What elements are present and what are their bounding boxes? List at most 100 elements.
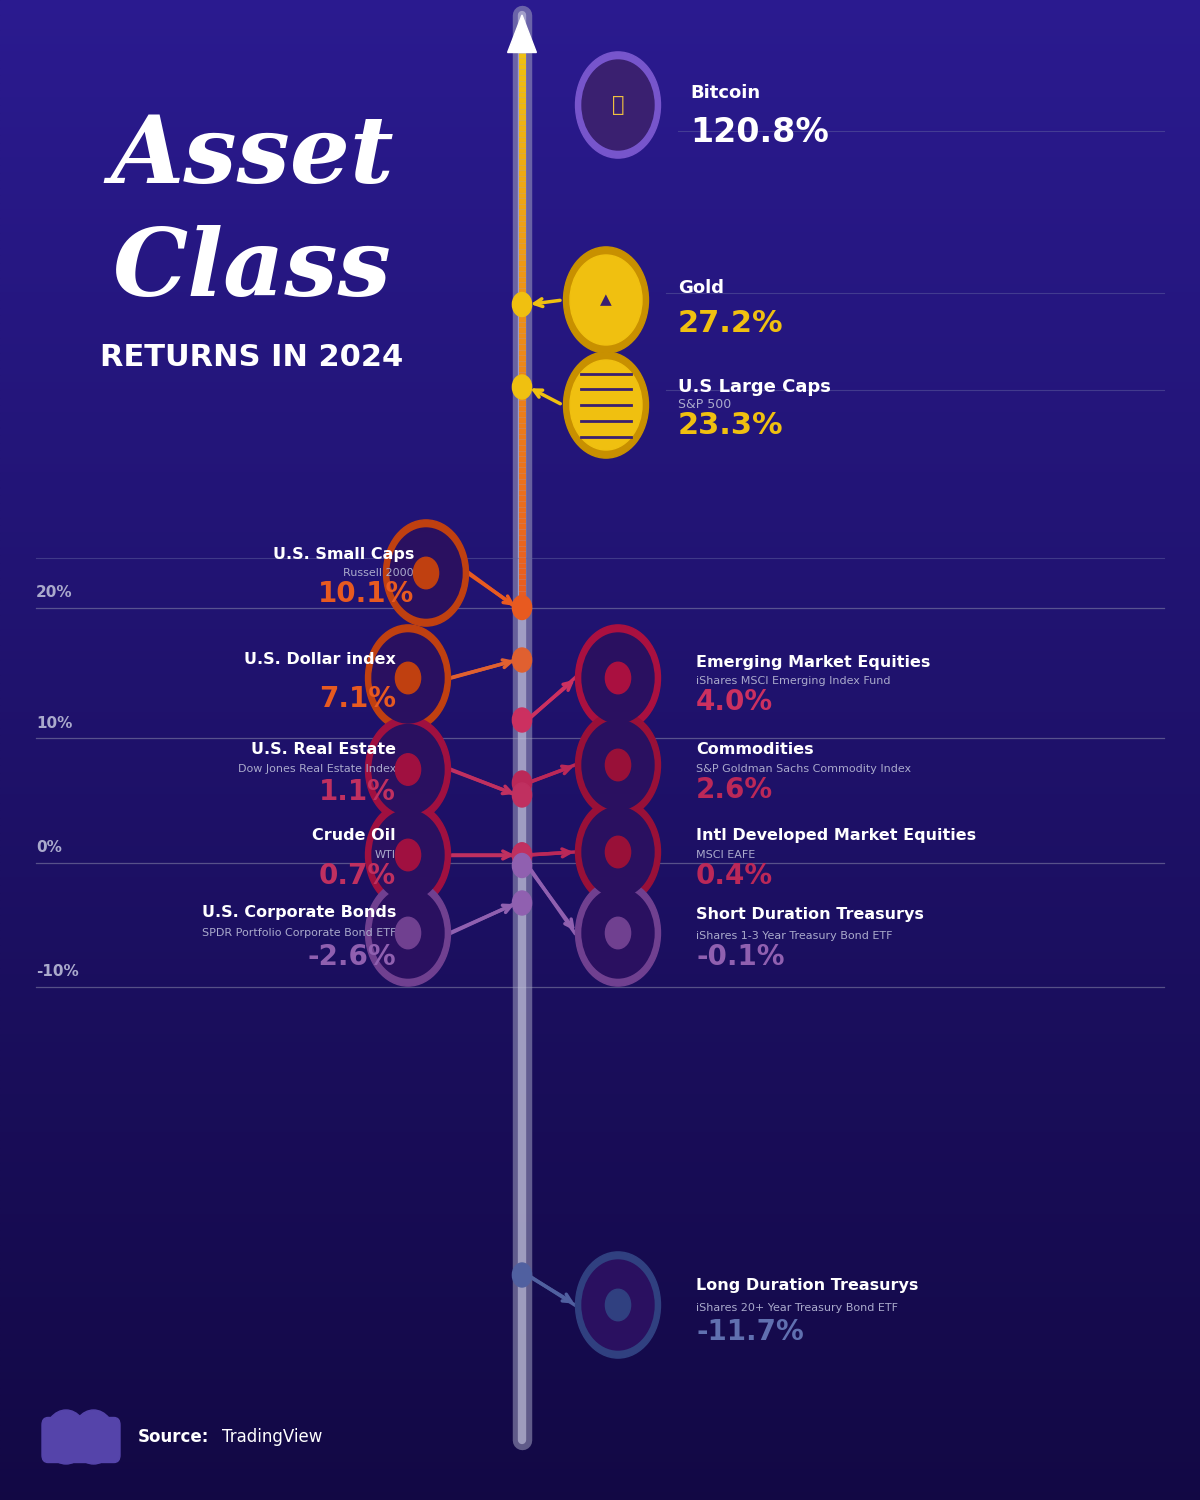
Bar: [0, 382, 1200, 390]
Bar: [0, 8, 1200, 15]
Bar: [0, 1050, 1200, 1058]
Bar: [0, 165, 1200, 172]
Text: iShares 20+ Year Treasury Bond ETF: iShares 20+ Year Treasury Bond ETF: [696, 1304, 898, 1312]
Bar: [0, 1245, 1200, 1252]
Bar: [0, 135, 1200, 142]
Bar: [0, 398, 1200, 405]
Bar: [0, 495, 1200, 502]
Circle shape: [576, 53, 660, 158]
Bar: [0, 548, 1200, 555]
Bar: [0, 885, 1200, 892]
Bar: [0, 855, 1200, 862]
Text: 7.1%: 7.1%: [319, 686, 396, 712]
Bar: [0, 202, 1200, 210]
Circle shape: [582, 888, 654, 978]
Text: -0.1%: -0.1%: [696, 944, 785, 970]
Bar: [0, 1485, 1200, 1492]
Bar: [0, 878, 1200, 885]
Bar: [0, 225, 1200, 232]
Bar: [0, 1418, 1200, 1425]
Bar: [0, 630, 1200, 638]
Bar: [0, 968, 1200, 975]
Bar: [0, 652, 1200, 660]
Bar: [0, 682, 1200, 690]
Text: MSCI EAFE: MSCI EAFE: [696, 850, 755, 859]
Circle shape: [576, 712, 660, 818]
Polygon shape: [508, 15, 536, 52]
Bar: [0, 712, 1200, 720]
Bar: [0, 555, 1200, 562]
Circle shape: [512, 853, 532, 877]
Bar: [0, 1155, 1200, 1162]
Circle shape: [512, 891, 532, 915]
Circle shape: [564, 352, 648, 458]
Text: U.S. Dollar index: U.S. Dollar index: [244, 652, 396, 668]
Text: 2.6%: 2.6%: [696, 777, 773, 804]
Bar: [0, 990, 1200, 998]
Bar: [0, 112, 1200, 120]
FancyBboxPatch shape: [42, 1418, 120, 1462]
Bar: [0, 1065, 1200, 1072]
Text: 10.1%: 10.1%: [318, 580, 414, 608]
Text: U.S. Small Caps: U.S. Small Caps: [272, 548, 414, 562]
Bar: [0, 945, 1200, 952]
Bar: [0, 818, 1200, 825]
Bar: [0, 720, 1200, 728]
Text: Crude Oil: Crude Oil: [312, 828, 396, 843]
Bar: [0, 405, 1200, 412]
Bar: [0, 795, 1200, 802]
Bar: [0, 698, 1200, 705]
Text: Class: Class: [113, 225, 391, 315]
Bar: [0, 562, 1200, 570]
Circle shape: [366, 717, 450, 822]
Bar: [0, 1335, 1200, 1342]
Bar: [0, 488, 1200, 495]
Bar: [0, 82, 1200, 90]
Bar: [0, 1358, 1200, 1365]
Circle shape: [512, 771, 532, 795]
Bar: [0, 435, 1200, 442]
Text: Short Duration Treasurys: Short Duration Treasurys: [696, 908, 924, 922]
Bar: [0, 750, 1200, 758]
Bar: [0, 960, 1200, 968]
Bar: [0, 75, 1200, 82]
Bar: [0, 952, 1200, 960]
Bar: [0, 172, 1200, 180]
Text: 1.1%: 1.1%: [319, 778, 396, 806]
Bar: [0, 450, 1200, 458]
Bar: [0, 480, 1200, 488]
Bar: [0, 1230, 1200, 1238]
Bar: [0, 1200, 1200, 1208]
Bar: [0, 1282, 1200, 1290]
Circle shape: [606, 837, 631, 867]
Bar: [0, 1125, 1200, 1132]
Text: Intl Developed Market Equities: Intl Developed Market Equities: [696, 828, 976, 843]
Bar: [0, 1140, 1200, 1148]
Bar: [0, 870, 1200, 877]
Bar: [0, 1395, 1200, 1402]
Bar: [0, 142, 1200, 150]
Bar: [0, 1298, 1200, 1305]
Bar: [0, 322, 1200, 330]
Bar: [0, 375, 1200, 382]
Bar: [0, 1290, 1200, 1298]
Bar: [0, 1380, 1200, 1388]
Text: 120.8%: 120.8%: [690, 116, 829, 148]
Text: -2.6%: -2.6%: [307, 944, 396, 970]
Bar: [0, 1005, 1200, 1013]
Bar: [0, 728, 1200, 735]
Bar: [0, 1148, 1200, 1155]
Circle shape: [582, 720, 654, 810]
Bar: [0, 765, 1200, 772]
Bar: [0, 360, 1200, 368]
Bar: [0, 1328, 1200, 1335]
Bar: [0, 420, 1200, 428]
Bar: [0, 772, 1200, 780]
Circle shape: [372, 888, 444, 978]
Text: ₿: ₿: [612, 94, 624, 116]
Bar: [0, 1042, 1200, 1050]
Bar: [0, 1260, 1200, 1268]
Circle shape: [512, 843, 532, 867]
Bar: [0, 525, 1200, 532]
Text: RETURNS IN 2024: RETURNS IN 2024: [101, 342, 403, 372]
